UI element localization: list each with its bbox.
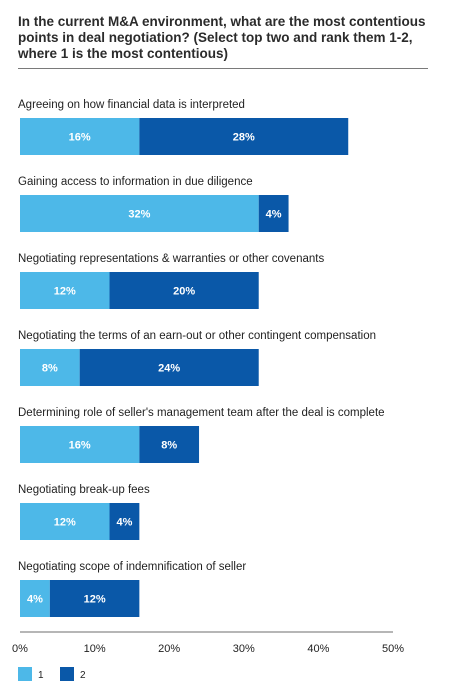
legend-swatch-series-1 [18,667,32,681]
bar-segment-series-1 [20,503,110,540]
legend-label: 1 [38,670,44,681]
x-tick-label: 0% [12,643,28,655]
category-label: Negotiating scope of indemnification of … [18,561,246,573]
data-label: 16% [69,132,91,144]
x-tick-label: 20% [158,643,180,655]
x-tick-label: 10% [84,643,106,655]
x-tick-label: 40% [307,643,329,655]
data-label: 32% [128,209,150,221]
bar-segment-series-2 [109,272,259,309]
category-label: Negotiating the terms of an earn-out or … [18,330,376,342]
bar-segment-series-1 [20,580,50,617]
data-label: 12% [54,517,76,529]
data-label: 4% [116,517,132,529]
bar-segment-series-2 [79,349,259,386]
data-label: 24% [158,363,180,375]
bar-segment-series-2 [49,580,140,617]
chart-title: In the current M&A environment, what are… [18,14,426,61]
category-label: Determining role of seller's management … [18,407,385,419]
bar-segment-series-2 [109,503,140,540]
category-label: Negotiating representations & warranties… [18,253,324,265]
bar-segment-series-1 [20,272,110,309]
data-label: 16% [69,440,91,452]
bar-segment-series-1 [20,195,259,232]
legend-swatch-series-2 [60,667,74,681]
data-label: 8% [161,440,177,452]
legend-label: 2 [80,670,86,681]
data-label: 4% [27,594,43,606]
data-label: 12% [84,594,106,606]
data-label: 28% [233,132,255,144]
data-label: 4% [266,209,282,221]
data-label: 12% [54,286,76,298]
bar-segment-series-2 [139,118,349,155]
bar-segment-series-1 [20,349,80,386]
x-tick-label: 50% [382,643,404,655]
title-divider [18,68,428,69]
category-label: Negotiating break-up fees [18,484,150,496]
bar-segment-series-1 [20,118,140,155]
category-label: Gaining access to information in due dil… [18,176,253,188]
category-label: Agreeing on how financial data is interp… [18,99,245,111]
data-label: 8% [42,363,58,375]
data-label: 20% [173,286,195,298]
x-tick-label: 30% [233,643,255,655]
bar-segment-series-2 [139,426,200,463]
bar-segment-series-1 [20,426,140,463]
bar-segment-series-2 [258,195,289,232]
